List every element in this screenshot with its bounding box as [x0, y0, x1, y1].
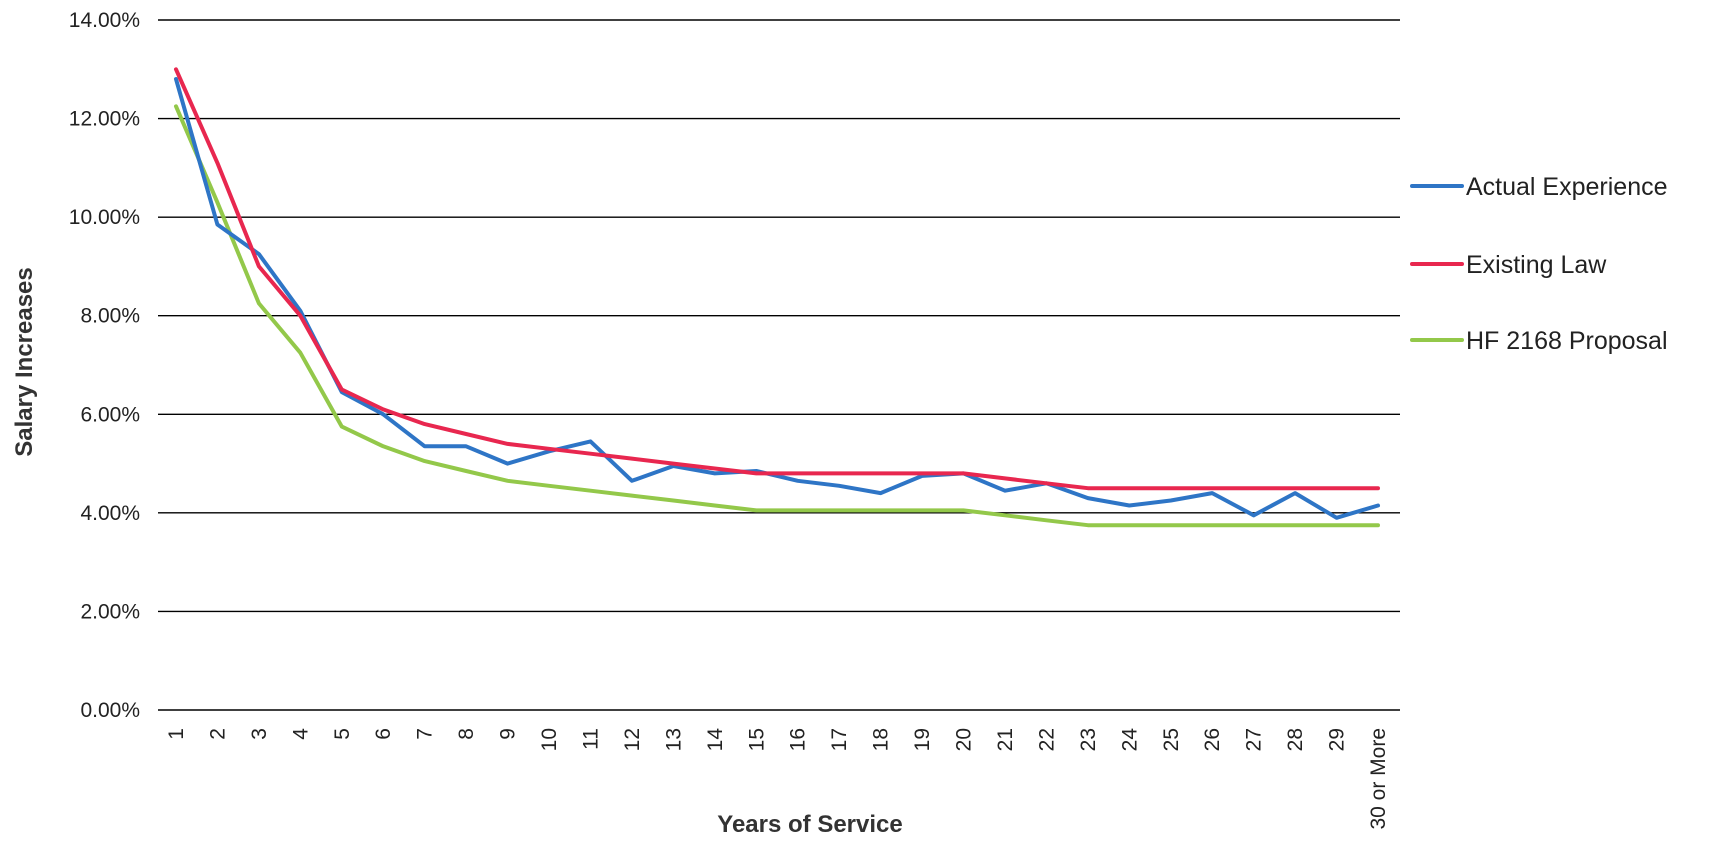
- x-tick-label: 13: [662, 728, 685, 751]
- series-line-actual-experience: [174, 77, 1380, 520]
- legend-label-hf-2168-proposal: HF 2168 Proposal: [1466, 327, 1668, 355]
- x-tick-label: 20: [953, 728, 976, 751]
- x-tick-label: 5: [331, 728, 354, 740]
- x-tick-label: 22: [1035, 728, 1058, 751]
- x-tick-label: 18: [870, 728, 893, 751]
- series-lines: [174, 67, 1380, 528]
- x-tick-label: 24: [1118, 728, 1141, 752]
- x-tick-label: 25: [1160, 728, 1183, 751]
- x-axis-ticks: 1 2 3 4 5 6 7 8 9 10 11 12 13 14 15 16 17 18 19 20 21 22 23 24 2…: [165, 728, 1390, 830]
- series-line-hf-2168-proposal: [174, 104, 1380, 528]
- x-axis-title: Years of Service: [717, 811, 902, 838]
- x-tick-label: 29: [1326, 728, 1349, 751]
- gridlines: [158, 19, 1400, 711]
- x-tick-label: 19: [911, 728, 934, 751]
- x-tick-label: 30 or More: [1367, 728, 1390, 830]
- x-tick-label: 17: [828, 728, 851, 751]
- x-tick-label: 6: [372, 728, 395, 740]
- x-tick-label: 12: [621, 728, 644, 751]
- x-tick-label: 3: [248, 728, 271, 740]
- legend-label-actual-experience: Actual Experience: [1466, 173, 1668, 201]
- y-tick-label: 4.00%: [80, 502, 140, 525]
- y-tick-label: 8.00%: [80, 305, 140, 328]
- series-line-existing-law: [174, 67, 1380, 491]
- y-tick-label: 14.00%: [69, 9, 140, 32]
- y-tick-label: 6.00%: [80, 403, 140, 426]
- x-tick-label: 8: [455, 728, 478, 740]
- x-tick-label: 1: [165, 728, 188, 740]
- y-axis-ticks: 0.00% 2.00% 4.00% 6.00% 8.00% 10.00% 12.00% 14.…: [69, 9, 140, 722]
- y-axis-title: Salary Increases: [11, 267, 38, 456]
- x-tick-label: 11: [579, 728, 602, 750]
- x-tick-label: 16: [787, 728, 810, 751]
- y-tick-label: 10.00%: [69, 206, 140, 229]
- x-tick-label: 4: [289, 728, 312, 740]
- x-tick-label: 23: [1077, 728, 1100, 751]
- x-tick-label: 14: [704, 728, 727, 752]
- x-tick-label: 21: [994, 728, 1017, 751]
- legend: Actual Experience Existing Law HF 2168 Pro…: [1410, 173, 1668, 355]
- x-tick-label: 10: [538, 728, 561, 751]
- x-tick-label: 9: [497, 728, 520, 740]
- y-tick-label: 0.00%: [80, 699, 140, 722]
- legend-label-existing-law: Existing Law: [1466, 251, 1607, 279]
- x-tick-label: 27: [1243, 728, 1266, 751]
- y-tick-label: 2.00%: [80, 600, 140, 623]
- x-tick-label: 26: [1201, 728, 1224, 751]
- x-tick-label: 15: [745, 728, 768, 751]
- x-tick-label: 7: [414, 728, 437, 740]
- y-tick-label: 12.00%: [69, 108, 140, 131]
- x-tick-label: 2: [206, 728, 229, 740]
- x-tick-label: 28: [1284, 728, 1307, 751]
